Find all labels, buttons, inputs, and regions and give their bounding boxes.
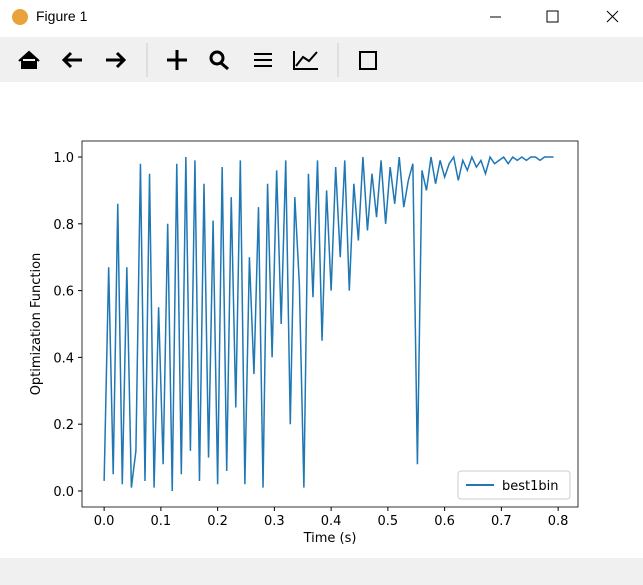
x-tick-label: 0.5 bbox=[378, 514, 399, 529]
x-tick-label: 0.8 bbox=[548, 514, 569, 529]
chart: Time (s) Optimization Function 0.0 0.1 0.2… bbox=[29, 140, 579, 546]
pan-button[interactable] bbox=[167, 50, 187, 70]
configure-button[interactable] bbox=[254, 53, 272, 67]
y-tick-label: 0.4 bbox=[53, 351, 74, 366]
y-tick-label: 0.8 bbox=[53, 218, 74, 233]
line-series bbox=[103, 154, 554, 491]
x-tick-label: 0.0 bbox=[94, 514, 115, 529]
forward-button[interactable] bbox=[106, 51, 127, 69]
x-tick-label: 0.1 bbox=[151, 514, 172, 529]
title-bar: Figure 1 bbox=[0, 0, 643, 34]
x-tick-label: 0.4 bbox=[321, 514, 342, 529]
edit-button[interactable] bbox=[293, 51, 318, 70]
x-tick-label: 0.3 bbox=[264, 514, 285, 529]
close-button[interactable] bbox=[606, 10, 619, 23]
y-tick-label: 0.2 bbox=[53, 418, 74, 433]
x-tick-label: 0.6 bbox=[434, 514, 455, 529]
save-button[interactable] bbox=[359, 51, 377, 70]
app-icon bbox=[12, 9, 28, 25]
x-axis-label: Time (s) bbox=[303, 531, 357, 546]
home-button[interactable] bbox=[18, 50, 40, 69]
axes-frame bbox=[81, 140, 579, 508]
toolbar-icons bbox=[18, 43, 377, 77]
y-tick-label: 1.0 bbox=[53, 151, 74, 166]
y-tick-label: 0.6 bbox=[53, 285, 74, 300]
maximize-button[interactable] bbox=[546, 10, 559, 23]
y-axis-label: Optimization Function bbox=[29, 253, 44, 396]
legend-label: best1bin bbox=[502, 479, 559, 494]
status-bar bbox=[0, 558, 643, 585]
toolbar bbox=[0, 37, 643, 82]
x-tick-label: 0.2 bbox=[207, 514, 228, 529]
window-title: Figure 1 bbox=[36, 8, 88, 24]
zoom-button[interactable] bbox=[209, 50, 229, 71]
y-tick-label: 0.0 bbox=[53, 485, 74, 500]
legend-box bbox=[457, 470, 571, 500]
title-icons bbox=[12, 9, 619, 25]
x-tick-label: 0.7 bbox=[491, 514, 512, 529]
back-button[interactable] bbox=[61, 51, 82, 69]
